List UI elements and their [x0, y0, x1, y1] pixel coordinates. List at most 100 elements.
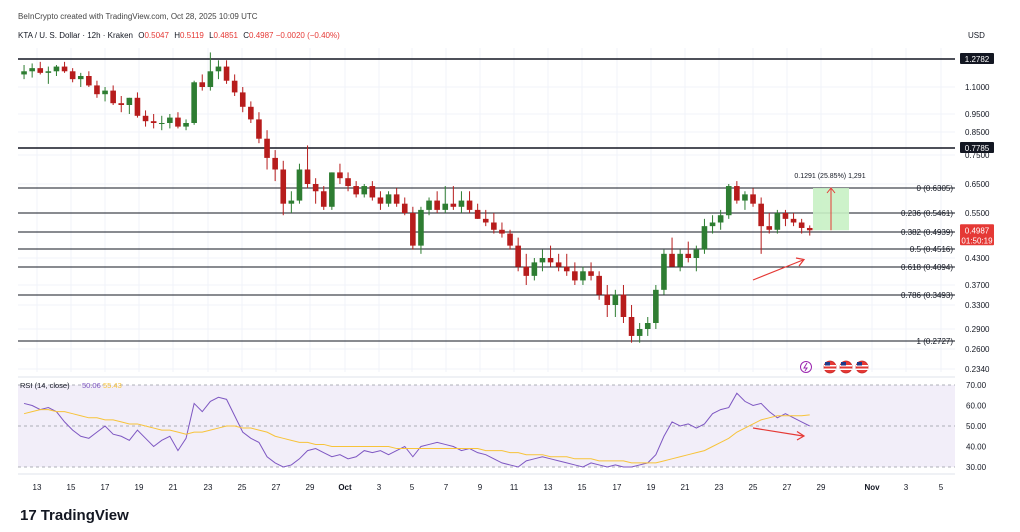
- candle: [329, 172, 335, 210]
- candle: [150, 114, 157, 129]
- candle-body: [482, 218, 489, 223]
- candle: [175, 112, 181, 129]
- candle: [482, 209, 489, 227]
- candle: [563, 253, 570, 276]
- measure-tool: 0.1291 (25.85%) 1,291: [794, 173, 866, 231]
- price-label: 0.4987: [965, 226, 990, 235]
- time-tick-label: Nov: [864, 483, 880, 492]
- fib-level-label: 0.786 (0.3493): [901, 291, 953, 300]
- candle-body: [596, 275, 602, 295]
- candle: [53, 65, 60, 77]
- candle-body: [215, 66, 222, 72]
- candle: [377, 191, 384, 210]
- price-label-box: [960, 234, 994, 246]
- ohlc-close: C0.4987: [243, 31, 274, 40]
- candle: [709, 215, 716, 234]
- candle: [426, 197, 432, 216]
- candle: [86, 71, 92, 87]
- candle-body: [636, 329, 643, 336]
- us-flag-icon: [839, 360, 853, 374]
- candle: [806, 225, 813, 236]
- candle: [572, 262, 578, 285]
- rsi-tick-label: 70.00: [966, 381, 987, 390]
- candle: [604, 285, 611, 317]
- candle-body: [782, 213, 789, 219]
- candle-body: [69, 71, 76, 80]
- arrowhead: [795, 257, 806, 267]
- fib-level-label: 0.236 (0.5461): [901, 209, 953, 218]
- annotations: [752, 257, 806, 281]
- candle-body: [288, 200, 295, 204]
- candle-body: [377, 197, 384, 204]
- time-tick-label: 29: [817, 483, 826, 492]
- candles: [21, 52, 813, 343]
- candle-body: [53, 66, 60, 72]
- candle-body: [507, 233, 513, 246]
- candle: [45, 66, 52, 84]
- candle-body: [709, 222, 716, 227]
- bullish-divergence-arrow: [752, 259, 804, 281]
- candle: [628, 305, 635, 343]
- candle: [693, 245, 700, 272]
- candle: [531, 258, 538, 281]
- tradingview-logo: 17 TradingView: [20, 507, 129, 524]
- candle-body: [134, 97, 141, 116]
- candle: [717, 209, 724, 230]
- candle: [661, 249, 667, 295]
- candle: [742, 191, 748, 210]
- candle-body: [701, 226, 708, 250]
- candle-body: [37, 68, 44, 73]
- candle-body: [458, 200, 465, 207]
- candle-body: [677, 253, 683, 267]
- candle: [296, 163, 303, 204]
- price-tick-label: 0.5500: [965, 209, 990, 218]
- price-tick-label: 0.6500: [965, 180, 990, 189]
- time-tick-label: 17: [613, 483, 622, 492]
- rsi-tick-label: 30.00: [966, 463, 987, 472]
- grid: [18, 48, 955, 372]
- candle: [110, 85, 116, 105]
- us-flag-icon: [855, 360, 869, 374]
- price-tick-label: 1.1000: [965, 83, 990, 92]
- candle: [677, 249, 683, 272]
- fib-level-label: 0.618 (0.4094): [901, 263, 953, 272]
- candle-body: [353, 186, 359, 195]
- candle: [515, 237, 521, 272]
- candle-body: [620, 294, 627, 317]
- candle-body: [264, 138, 270, 158]
- candle-body: [118, 103, 125, 105]
- candle: [134, 92, 141, 118]
- candle-body: [790, 218, 797, 223]
- candle-body: [158, 123, 165, 124]
- candle-body: [644, 323, 651, 329]
- candle: [798, 218, 805, 234]
- candle: [774, 209, 781, 234]
- candle-body: [693, 249, 700, 258]
- candle-body: [369, 186, 376, 198]
- candle: [458, 191, 465, 213]
- price-tick-label: 0.9500: [965, 110, 990, 119]
- price-label-box: [960, 53, 994, 64]
- lightning-icon: [800, 361, 812, 373]
- candle-body: [61, 66, 68, 72]
- symbol-name: KTA / U. S. Dollar · 12h · Kraken: [18, 31, 134, 40]
- candle-body: [685, 253, 692, 258]
- candle-body: [442, 203, 449, 210]
- candle-body: [466, 200, 473, 210]
- candle: [361, 184, 368, 198]
- price-tick-label: 0.4300: [965, 254, 990, 263]
- candle-body: [150, 121, 157, 123]
- candle: [450, 186, 457, 210]
- candle-body: [426, 200, 432, 210]
- time-tick-label: 29: [306, 483, 315, 492]
- horizontal-lines: [18, 58, 955, 149]
- candle-body: [86, 76, 92, 86]
- candle-body: [612, 294, 619, 305]
- candle: [636, 323, 643, 343]
- candle-body: [450, 203, 457, 207]
- price-label-box: [960, 142, 994, 153]
- price-tick-label: 0.2900: [965, 325, 990, 334]
- candle-body: [231, 80, 238, 93]
- candle: [345, 172, 351, 192]
